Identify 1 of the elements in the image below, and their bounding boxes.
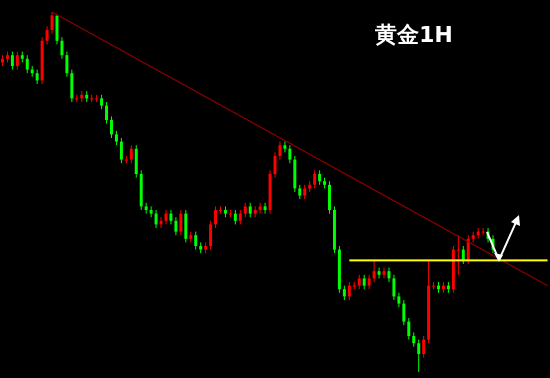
title: 黄金1H <box>375 23 453 48</box>
